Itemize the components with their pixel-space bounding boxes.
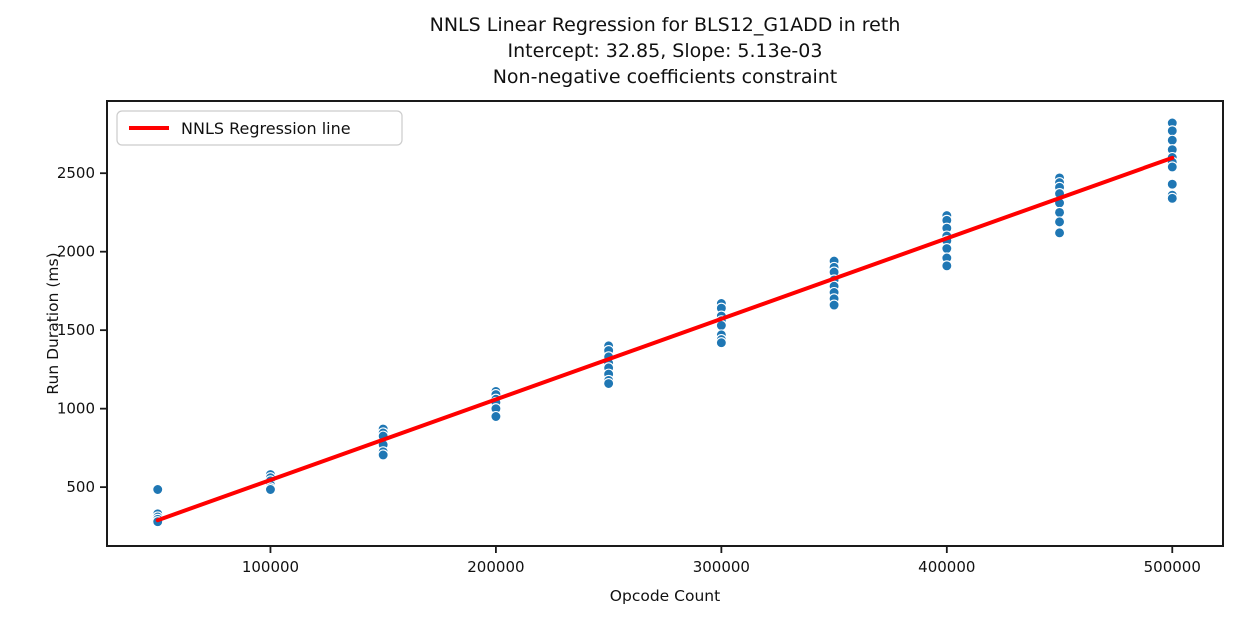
chart-subtitle2: Non-negative coefficients constraint	[493, 66, 838, 88]
legend-box	[116, 110, 403, 146]
plot-frame	[106, 100, 1224, 547]
legend-entry-label: NNLS Regression line	[181, 119, 351, 138]
plot-area: 100000 200000 300000 400000 500000 500 1000 150…	[57, 117, 1201, 576]
scatter-point	[1053, 206, 1066, 218]
scatter-point	[152, 483, 164, 496]
y-tick-label: 500	[66, 478, 95, 496]
scatter-point	[1053, 216, 1066, 228]
x-axis-label: Opcode Count	[610, 587, 720, 605]
scatter-point	[377, 449, 389, 461]
scatter-point	[941, 260, 953, 272]
scatter-point	[1053, 227, 1066, 239]
scatter-point	[828, 299, 840, 311]
scatter-point	[715, 337, 727, 349]
scatter-point	[1166, 178, 1178, 190]
x-tick-label: 400000	[918, 558, 975, 576]
x-tick-label: 100000	[242, 558, 299, 576]
scatter-point	[490, 410, 502, 423]
y-tick-label: 2500	[57, 164, 95, 182]
legend: NNLS Regression line	[116, 110, 403, 146]
scatter-point	[1166, 192, 1178, 204]
scatter-point	[1166, 161, 1178, 173]
x-tick-label: 500000	[1144, 558, 1201, 576]
y-tick-label: 1500	[57, 321, 95, 339]
scatter-point	[1166, 134, 1178, 146]
scatter-point	[264, 483, 277, 496]
scatter-point	[603, 377, 615, 390]
scatter-point	[1166, 125, 1178, 137]
scatter-point	[941, 242, 953, 255]
chart-subtitle: Intercept: 32.85, Slope: 5.13e-03	[508, 40, 823, 62]
x-tick-label: 200000	[467, 558, 524, 576]
chart-title: NNLS Linear Regression for BLS12_G1ADD i…	[430, 14, 901, 36]
x-tick-label: 300000	[693, 558, 750, 576]
y-tick-label: 1000	[57, 400, 95, 418]
y-axis-label: Run Duration (ms)	[44, 252, 62, 394]
regression-line	[155, 155, 1175, 523]
y-tick-label: 2000	[57, 243, 95, 261]
